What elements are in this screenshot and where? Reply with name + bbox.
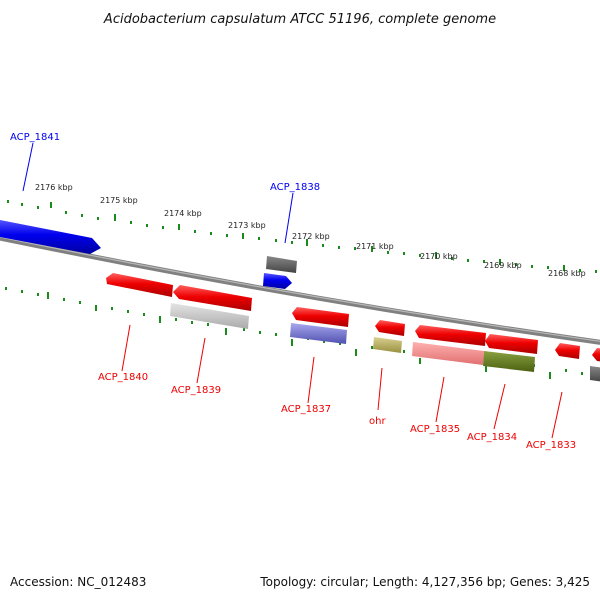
- gene-label-acp1834[interactable]: ACP_1834: [467, 432, 517, 443]
- gene-acp1839[interactable]: [173, 285, 252, 311]
- gene-feature-lightgray: [170, 303, 249, 329]
- gene-feature-pink: [412, 342, 484, 365]
- gene-acp1835[interactable]: [415, 325, 486, 346]
- tick-label: 2171 kbp: [356, 242, 394, 251]
- gene-label-acp1839[interactable]: ACP_1839: [171, 385, 221, 396]
- map-title: Acidobacterium capsulatum ATCC 51196, co…: [103, 12, 496, 27]
- gene-acp1833[interactable]: [555, 343, 580, 359]
- tick-label: 2175 kbp: [100, 196, 138, 205]
- gene-acp1837[interactable]: [292, 307, 349, 327]
- tick-label: 2173 kbp: [228, 221, 266, 230]
- gene-feature-olive: [373, 337, 402, 353]
- tick-label: 2170 kbp: [420, 252, 458, 261]
- tick-label: 2176 kbp: [35, 183, 73, 192]
- gene-acp1834[interactable]: [485, 334, 538, 354]
- gene-label-acp1837[interactable]: ACP_1837: [281, 404, 331, 415]
- tick-label: 2174 kbp: [164, 209, 202, 218]
- gene-label-acp1835[interactable]: ACP_1835: [410, 424, 460, 435]
- gene-label-acp1838[interactable]: ACP_1838: [270, 182, 320, 193]
- genome-backbone: [0, 235, 600, 345]
- gene-acp1840[interactable]: [106, 273, 173, 297]
- tick-label: 2172 kbp: [292, 232, 330, 241]
- accession-text: Accession: NC_012483: [10, 575, 146, 589]
- gene-label-acp1840[interactable]: ACP_1840: [98, 372, 148, 383]
- gene-label-ohr[interactable]: ohr: [369, 416, 386, 427]
- gene-feature-gray-forward[interactable]: [266, 256, 297, 273]
- gene-partial-right[interactable]: [592, 348, 600, 362]
- topology-text: Topology: circular; Length: 4,127,356 bp…: [259, 575, 590, 589]
- gene-label-acp1833[interactable]: ACP_1833: [526, 440, 576, 451]
- gene-acp1841[interactable]: [0, 219, 101, 254]
- gene-feature-purple: [290, 323, 347, 344]
- gene-label-acp1841[interactable]: ACP_1841: [10, 132, 60, 143]
- tick-label: 2168 kbp: [548, 269, 586, 278]
- gene-feature-green: [483, 351, 535, 372]
- gene-feature-gray-right: [590, 366, 600, 382]
- tick-label: 2169 kbp: [484, 261, 522, 270]
- gene-acp1838[interactable]: [263, 273, 292, 289]
- gene-ohr[interactable]: [375, 320, 405, 336]
- label-connectors: [22, 142, 563, 439]
- tick-row-outer: 2176 kbp 2175 kbp 2174 kbp 2173 kbp 2172…: [7, 183, 597, 278]
